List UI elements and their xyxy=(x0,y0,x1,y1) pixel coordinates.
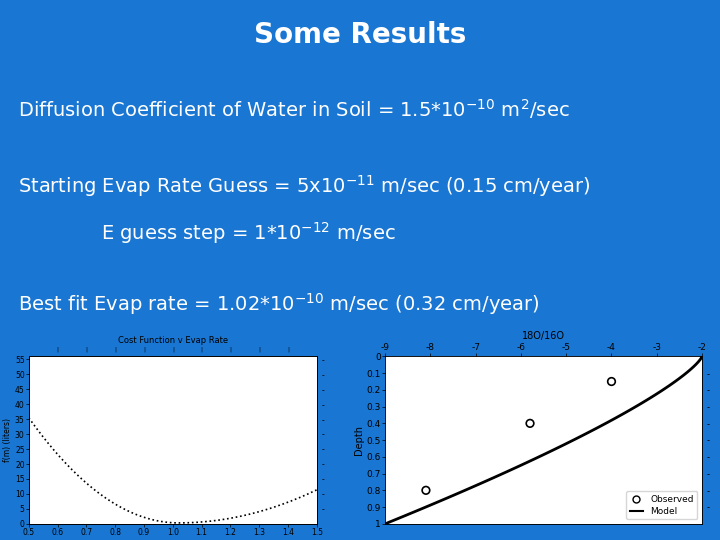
Text: Starting Evap Rate Guess = 5x10$^{-11}$ m/sec (0.15 cm/year): Starting Evap Rate Guess = 5x10$^{-11}$ … xyxy=(18,173,590,199)
Point xyxy=(606,377,617,386)
Legend: Observed, Model: Observed, Model xyxy=(626,491,698,519)
Point xyxy=(524,419,536,428)
Text: Some Results: Some Results xyxy=(254,21,466,49)
Y-axis label: Depth: Depth xyxy=(354,425,364,455)
Point xyxy=(420,486,432,495)
Text: Diffusion Coefficient of Water in Soil = 1.5*10$^{-10}$ m$^{2}$/sec: Diffusion Coefficient of Water in Soil =… xyxy=(18,97,570,120)
Text: Best fit Evap rate = 1.02*10$^{-10}$ m/sec (0.32 cm/year): Best fit Evap rate = 1.02*10$^{-10}$ m/s… xyxy=(18,291,539,317)
Title: Cost Function v Evap Rate: Cost Function v Evap Rate xyxy=(118,336,228,345)
Title: 18O/16O: 18O/16O xyxy=(522,331,565,341)
Y-axis label: f(m) (liters): f(m) (liters) xyxy=(3,418,12,462)
Text: E guess step = 1*10$^{-12}$ m/sec: E guess step = 1*10$^{-12}$ m/sec xyxy=(101,220,395,246)
